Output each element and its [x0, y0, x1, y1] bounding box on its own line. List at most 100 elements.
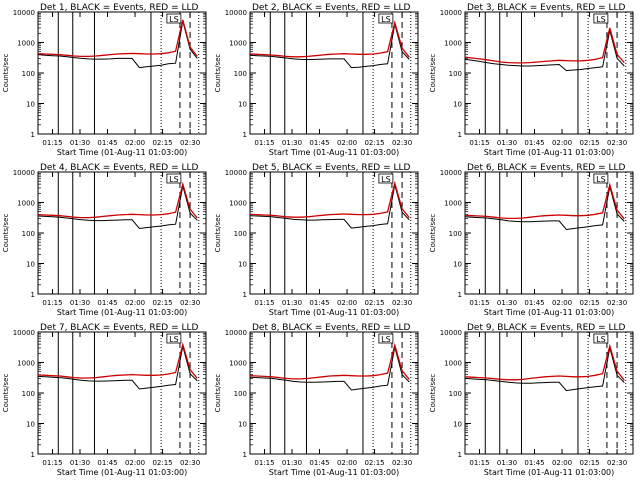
y-tick-label: 10000 [440, 9, 462, 17]
x-tick-label: 01:30 [497, 299, 517, 307]
y-tick-label: 1000 [444, 40, 462, 48]
y-tick-label: 10 [238, 261, 247, 269]
x-tick-label: 01:15 [469, 459, 489, 467]
panel-det-5: Det 5, BLACK = Events, RED = LLD Counts/s… [214, 163, 419, 317]
annotation-box [593, 13, 609, 24]
annotation-box [593, 173, 609, 184]
annotation-box [378, 173, 394, 184]
panel-title: Det 6, BLACK = Events, RED = LLD [467, 163, 626, 173]
x-tick-label: 01:15 [42, 299, 62, 307]
y-axis-label: Counts/sec [2, 214, 10, 253]
annotation-box [378, 13, 394, 24]
x-tick-label: 02:15 [579, 299, 599, 307]
y-tick-label: 10000 [225, 169, 247, 177]
y-tick-label: 1000 [17, 200, 35, 208]
x-tick-label: 02:00 [552, 299, 572, 307]
x-tick-label: 02:15 [152, 139, 172, 147]
panel-title: Det 1, BLACK = Events, RED = LLD [40, 3, 199, 13]
x-axis-label: Start Time (01-Aug-11 01:03:00) [269, 308, 400, 317]
y-tick-label: 10000 [13, 9, 35, 17]
y-tick-label: 10 [238, 101, 247, 109]
y-tick-label: 1000 [444, 360, 462, 368]
x-tick-label: 01:45 [97, 459, 117, 467]
x-tick-label: 01:15 [469, 299, 489, 307]
x-tick-label: 01:30 [70, 139, 90, 147]
x-tick-label: 01:15 [254, 299, 274, 307]
y-tick-label: 10000 [225, 9, 247, 17]
events-series-line [249, 23, 410, 69]
panel-det-4: Det 4, BLACK = Events, RED = LLD Counts/s… [2, 163, 207, 317]
x-axis-label: Start Time (01-Aug-11 01:03:00) [484, 308, 615, 317]
y-axis-label: Counts/sec [214, 54, 222, 93]
x-tick-label: 02:00 [125, 459, 145, 467]
x-tick-label: 02:00 [552, 139, 572, 147]
events-series-line [249, 346, 410, 391]
x-tick-label: 02:15 [364, 299, 384, 307]
x-tick-label: 02:30 [607, 299, 627, 307]
panel-title: Det 2, BLACK = Events, RED = LLD [252, 3, 411, 13]
y-tick-label: 1 [31, 131, 35, 139]
x-axis-label: Start Time (01-Aug-11 01:03:00) [484, 148, 615, 157]
x-axis-label: Start Time (01-Aug-11 01:03:00) [269, 148, 400, 157]
lld-series-line [249, 180, 410, 219]
y-tick-label: 10 [26, 261, 35, 269]
y-tick-label: 1 [243, 451, 247, 459]
x-axis-label: Start Time (01-Aug-11 01:03:00) [57, 148, 188, 157]
panel-title: Det 9, BLACK = Events, RED = LLD [467, 323, 626, 333]
lld-series-line [37, 181, 198, 219]
y-tick-label: 1 [243, 291, 247, 299]
lld-series-line [249, 342, 410, 380]
x-tick-label: 01:45 [97, 139, 117, 147]
y-tick-label: 1000 [229, 200, 247, 208]
y-tick-label: 10000 [13, 329, 35, 337]
x-tick-label: 01:45 [309, 139, 329, 147]
x-tick-label: 02:00 [337, 299, 357, 307]
x-tick-label: 01:30 [70, 459, 90, 467]
x-tick-label: 02:30 [607, 459, 627, 467]
events-series-line [37, 185, 198, 230]
y-axis-label: Counts/sec [429, 214, 437, 253]
x-tick-label: 02:30 [180, 139, 200, 147]
y-axis-label: Counts/sec [429, 54, 437, 93]
x-axis-label: Start Time (01-Aug-11 01:03:00) [269, 468, 400, 477]
y-tick-label: 100 [449, 230, 462, 238]
panel-title: Det 3, BLACK = Events, RED = LLD [467, 3, 626, 13]
y-tick-label: 10 [26, 421, 35, 429]
x-tick-label: 01:30 [282, 139, 302, 147]
y-tick-label: 100 [234, 390, 247, 398]
annotation-label: LS [381, 335, 391, 344]
x-tick-label: 02:00 [337, 139, 357, 147]
x-axis-label: Start Time (01-Aug-11 01:03:00) [57, 308, 188, 317]
y-tick-label: 10000 [13, 169, 35, 177]
panel-title: Det 4, BLACK = Events, RED = LLD [40, 163, 199, 173]
annotation-box [593, 333, 609, 344]
y-axis-label: Counts/sec [2, 54, 10, 93]
x-tick-label: 01:15 [254, 139, 274, 147]
x-tick-label: 01:15 [42, 459, 62, 467]
y-tick-label: 1 [31, 451, 35, 459]
annotation-label: LS [596, 175, 606, 184]
annotation-box [166, 173, 182, 184]
lld-series-line [249, 20, 410, 58]
x-tick-label: 01:45 [309, 299, 329, 307]
y-tick-label: 1 [243, 131, 247, 139]
lld-series-line [464, 27, 625, 64]
panel-det-6: Det 6, BLACK = Events, RED = LLD Counts/s… [429, 163, 634, 317]
lld-series-line [37, 342, 198, 379]
x-tick-label: 02:15 [579, 139, 599, 147]
lld-series-line [464, 343, 625, 381]
x-tick-label: 01:30 [282, 299, 302, 307]
x-tick-label: 02:15 [364, 459, 384, 467]
x-tick-label: 02:30 [392, 299, 412, 307]
annotation-box [166, 333, 182, 344]
y-tick-label: 1000 [229, 40, 247, 48]
annotation-label: LS [169, 335, 179, 344]
y-tick-label: 10 [453, 261, 462, 269]
panel-title: Det 5, BLACK = Events, RED = LLD [252, 163, 411, 173]
events-series-line [37, 21, 198, 69]
panel-det-2: Det 2, BLACK = Events, RED = LLD Counts/s… [214, 3, 419, 157]
panel-det-9: Det 9, BLACK = Events, RED = LLD Counts/s… [429, 323, 634, 477]
x-tick-label: 02:00 [125, 139, 145, 147]
x-tick-label: 01:45 [524, 459, 544, 467]
